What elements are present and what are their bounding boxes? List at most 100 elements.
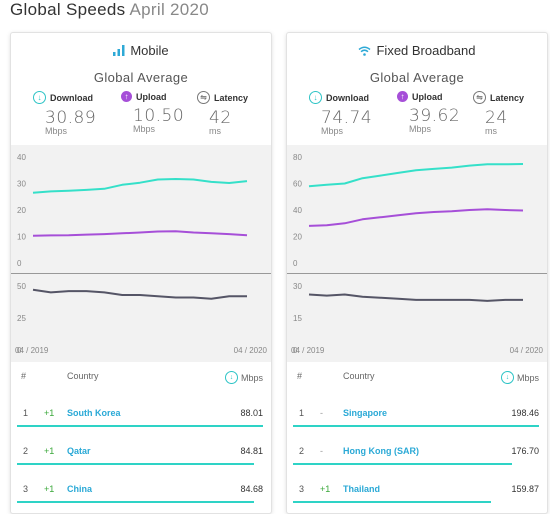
y-tick-label: 30 (293, 282, 302, 291)
row-speed-bar (17, 463, 254, 465)
mobile-latency-metric: ⇋ Latency 42 ms (197, 91, 272, 136)
row-speed: 84.81 (240, 446, 263, 456)
upload-icon: ↑ (121, 91, 132, 102)
row-speed-bar (17, 425, 263, 427)
row-change: +1 (44, 484, 54, 494)
table-row[interactable]: 2 +1 Qatar 84.81 (11, 439, 271, 475)
mobile-download-metric: ↓Download 30.89 Mbps (33, 91, 119, 136)
row-country-link[interactable]: China (67, 484, 92, 494)
series-line-latency[interactable] (33, 290, 247, 299)
download-icon: ↓ (225, 371, 238, 384)
row-change: - (320, 446, 323, 456)
country-column-header: Country (67, 371, 99, 381)
y-tick-label: 15 (293, 314, 302, 323)
row-country-link[interactable]: Hong Kong (SAR) (343, 446, 419, 456)
fixed-latency-unit: ms (485, 126, 548, 136)
row-change: - (320, 408, 323, 418)
row-change: +1 (44, 408, 54, 418)
y-tick-label: 20 (17, 206, 26, 215)
row-rank: 2 (23, 446, 28, 456)
series-line-upload[interactable] (309, 209, 523, 226)
page-title: Global Speeds April 2020 (10, 0, 209, 20)
speed-column-label: Mbps (241, 373, 263, 383)
row-speed-bar (17, 501, 254, 503)
series-line-latency[interactable] (309, 295, 523, 301)
y-tick-label: 25 (17, 314, 26, 323)
fixed-broadband-panel: Fixed Broadband Global Average ↓ Download… (286, 32, 548, 514)
row-country-link[interactable]: South Korea (67, 408, 121, 418)
fixed-x-axis: 04 / 2019 04 / 2020 (287, 346, 547, 358)
fixed-panel-title: Fixed Broadband (376, 43, 475, 58)
fixed-download-metric: ↓Download 74.74 Mbps (309, 91, 395, 136)
signal-bars-icon (113, 44, 125, 59)
mobile-latency-value: 42 (209, 108, 272, 128)
fixed-upload-value: 39.62 (409, 106, 483, 126)
mobile-download-label: Download (50, 93, 93, 103)
mobile-global-average-title: Global Average (11, 70, 271, 85)
row-country-link[interactable]: Qatar (67, 446, 91, 456)
fixed-download-label: Download (326, 93, 369, 103)
page-title-main: Global Speeds (10, 0, 125, 19)
country-column-header: Country (343, 371, 375, 381)
mobile-x-axis: 04 / 2019 04 / 2020 (11, 346, 271, 358)
row-change: +1 (320, 484, 330, 494)
y-tick-label: 30 (17, 180, 26, 189)
mobile-upload-value: 10.50 (133, 106, 207, 126)
row-speed: 159.87 (511, 484, 539, 494)
y-tick-label: 60 (293, 180, 302, 189)
mobile-panel-header[interactable]: Mobile (11, 43, 271, 59)
y-tick-label: 0 (293, 259, 298, 268)
mobile-panel: Mobile Global Average ↓ Download 30.89 Mb… (10, 32, 272, 514)
y-tick-label: 40 (17, 153, 26, 162)
series-line-download[interactable] (33, 179, 247, 193)
fixed-upload-label: Upload (412, 92, 443, 102)
row-rank: 2 (299, 446, 304, 456)
page-title-date: April 2020 (130, 0, 210, 19)
download-icon: ↓ (33, 91, 46, 104)
row-speed-bar (293, 425, 539, 427)
download-icon: ↓ (309, 91, 322, 104)
table-row[interactable]: 3 +1 China 84.68 (11, 477, 271, 513)
series-line-download[interactable] (309, 164, 523, 186)
rank-column-header: # (297, 371, 302, 381)
latency-icon: ⇋ (197, 91, 210, 104)
row-speed-bar (293, 463, 512, 465)
row-rank: 3 (299, 484, 304, 494)
fixed-upload-metric: ↑Upload 39.62 Mbps (397, 91, 483, 134)
fixed-latency-metric: ⇋ Latency 24 ms (473, 91, 548, 136)
speed-column-label: Mbps (517, 373, 539, 383)
speed-column-header[interactable]: ↓Mbps (225, 371, 263, 384)
table-row[interactable]: 2 - Hong Kong (SAR) 176.70 (287, 439, 547, 475)
row-country-link[interactable]: Thailand (343, 484, 380, 494)
y-tick-label: 80 (293, 153, 302, 162)
table-row[interactable]: 1 +1 South Korea 88.01 (11, 401, 271, 437)
fixed-latency-value: 24 (485, 108, 548, 128)
fixed-panel-header[interactable]: Fixed Broadband (287, 43, 547, 59)
y-tick-label: 10 (17, 233, 26, 242)
row-speed: 198.46 (511, 408, 539, 418)
mobile-x-end: 04 / 2020 (234, 346, 267, 355)
speed-column-header[interactable]: ↓Mbps (501, 371, 539, 384)
latency-icon: ⇋ (473, 91, 486, 104)
fixed-latency-label: Latency (490, 93, 524, 103)
fixed-global-average-title: Global Average (287, 70, 547, 85)
table-row[interactable]: 1 - Singapore 198.46 (287, 401, 547, 437)
rank-column-header: # (21, 371, 26, 381)
fixed-x-start: 04 / 2019 (291, 346, 324, 355)
row-speed: 84.68 (240, 484, 263, 494)
row-country-link[interactable]: Singapore (343, 408, 387, 418)
mobile-x-start: 04 / 2019 (15, 346, 48, 355)
fixed-download-value: 74.74 (321, 108, 395, 128)
mobile-download-value: 30.89 (45, 108, 119, 128)
series-line-upload[interactable] (33, 231, 247, 236)
mobile-latency-label: Latency (214, 93, 248, 103)
mobile-latency-unit: ms (209, 126, 272, 136)
download-icon: ↓ (501, 371, 514, 384)
table-row[interactable]: 3 +1 Thailand 159.87 (287, 477, 547, 513)
fixed-x-end: 04 / 2020 (510, 346, 543, 355)
row-change: +1 (44, 446, 54, 456)
y-tick-label: 20 (293, 233, 302, 242)
